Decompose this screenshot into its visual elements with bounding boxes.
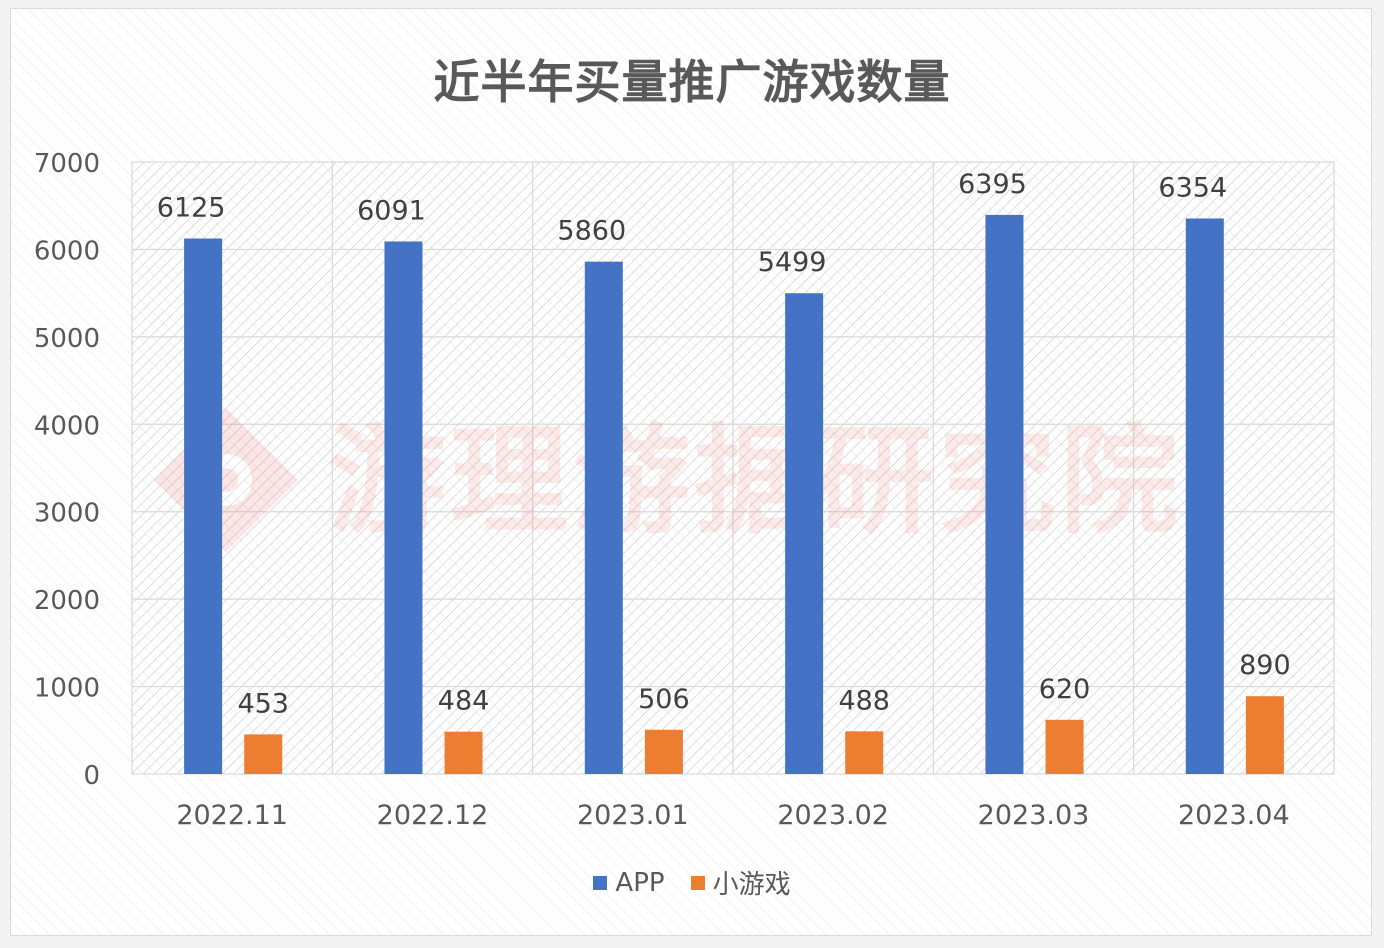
x-tick-label: 2022.12 bbox=[377, 800, 489, 831]
bar-app bbox=[584, 261, 623, 774]
legend-swatch-mini-game bbox=[690, 875, 705, 890]
data-label: 6091 bbox=[357, 195, 426, 226]
x-axis-ticks: 2022.11 2022.12 2023.01 2023.02 2023.03 2023.… bbox=[176, 800, 1289, 831]
legend-label-app: APP bbox=[615, 867, 665, 898]
legend-item-app: APP bbox=[593, 864, 665, 901]
data-label: 484 bbox=[438, 686, 490, 717]
legend-item-mini-game: 小游戏 bbox=[690, 864, 791, 901]
data-label: 488 bbox=[838, 685, 890, 716]
data-label: 5499 bbox=[758, 247, 827, 278]
data-label: 5860 bbox=[557, 216, 626, 247]
x-tick-label: 2023.03 bbox=[978, 800, 1090, 831]
y-tick-label: 2000 bbox=[34, 586, 100, 616]
bar-mini-game bbox=[1245, 696, 1284, 774]
bars bbox=[184, 214, 1284, 775]
chart-title: 近半年买量推广游戏数量 bbox=[433, 55, 951, 109]
x-tick-label: 2023.01 bbox=[577, 800, 689, 831]
bar-app bbox=[384, 241, 423, 775]
bar-mini-game bbox=[845, 731, 884, 774]
watermark-text: 游理游据研究院 bbox=[328, 412, 1182, 550]
y-tick-label: 3000 bbox=[34, 499, 100, 529]
bar-app bbox=[785, 293, 824, 774]
x-tick-label: 2022.11 bbox=[176, 800, 288, 831]
data-label: 620 bbox=[1039, 674, 1091, 705]
grid-lines bbox=[132, 161, 1334, 775]
bar-mini-game bbox=[644, 729, 683, 774]
y-tick-label: 1000 bbox=[34, 674, 100, 704]
x-tick-label: 2023.04 bbox=[1178, 800, 1290, 831]
bar-app bbox=[1185, 218, 1224, 774]
legend: APP 小游戏 bbox=[0, 864, 1384, 901]
y-tick-label: 7000 bbox=[34, 149, 100, 179]
data-label: 6395 bbox=[958, 169, 1027, 200]
y-tick-label: 4000 bbox=[34, 411, 100, 441]
data-label: 6125 bbox=[157, 193, 226, 224]
bar-mini-game bbox=[444, 731, 483, 774]
x-tick-label: 2023.02 bbox=[777, 800, 889, 831]
data-label: 453 bbox=[237, 688, 289, 719]
bar-mini-game bbox=[244, 734, 283, 774]
data-labels: 6125 453 6091 484 5860 506 5499 488 6395 620 6354 8… bbox=[157, 169, 1291, 720]
y-tick-label: 6000 bbox=[34, 236, 100, 266]
legend-label-mini-game: 小游戏 bbox=[712, 870, 791, 900]
data-label: 506 bbox=[638, 684, 690, 715]
y-axis-ticks: 0 1000 2000 3000 4000 5000 6000 7000 bbox=[34, 149, 100, 791]
bar-app bbox=[985, 214, 1024, 774]
bar-mini-game bbox=[1045, 719, 1084, 774]
y-tick-label: 5000 bbox=[34, 324, 100, 354]
y-tick-label: 0 bbox=[83, 761, 100, 791]
data-label: 890 bbox=[1239, 650, 1291, 681]
data-label: 6354 bbox=[1158, 172, 1227, 203]
bar-app bbox=[184, 238, 223, 774]
legend-swatch-app bbox=[593, 875, 608, 890]
